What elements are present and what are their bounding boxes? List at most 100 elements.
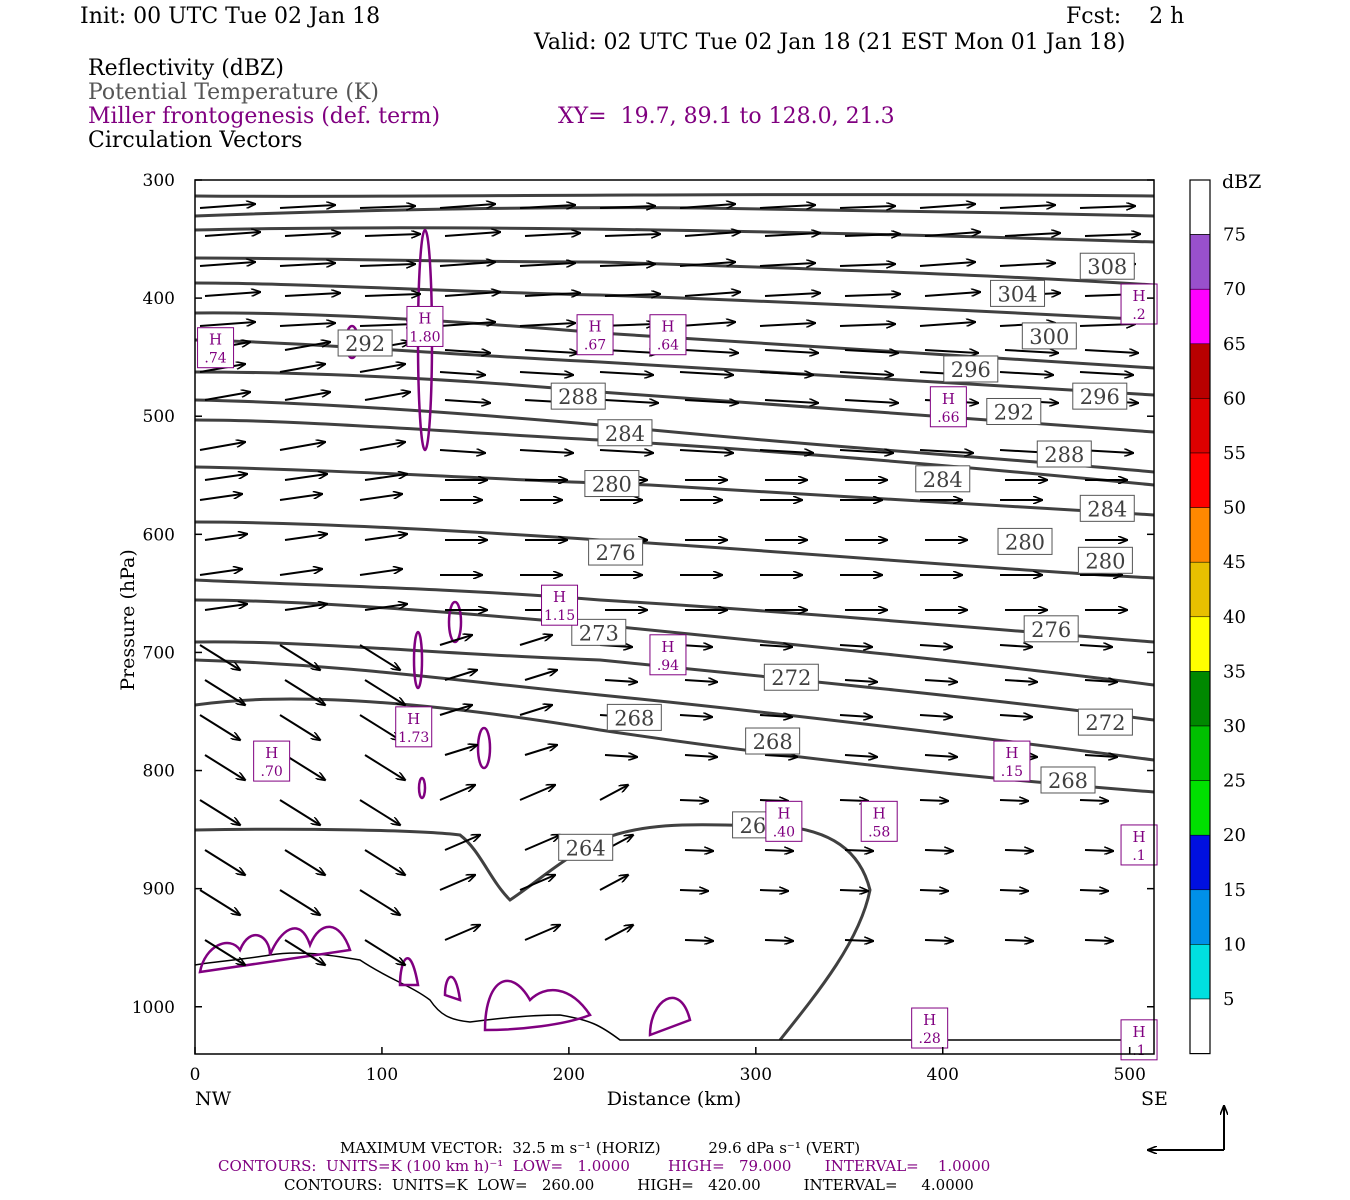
circulation-vector bbox=[684, 755, 717, 757]
fronto-max-value: 1.15 bbox=[544, 608, 575, 624]
field-reflectivity: Reflectivity (dBZ) bbox=[88, 56, 284, 81]
theta-label-box bbox=[571, 618, 627, 646]
theta-label: 276 bbox=[1023, 615, 1079, 643]
circulation-vector bbox=[524, 293, 580, 296]
fronto-max-value: .58 bbox=[868, 824, 890, 840]
circulation-vector bbox=[204, 849, 245, 875]
theta-label-box bbox=[1072, 382, 1128, 410]
circulation-vector bbox=[364, 392, 410, 401]
theta-label-text: 264 bbox=[566, 836, 606, 860]
circulation-vector bbox=[359, 799, 400, 825]
circulation-vector bbox=[364, 939, 405, 965]
circulation-vector bbox=[924, 292, 980, 297]
circulation-vector bbox=[924, 232, 980, 237]
circulation-vector bbox=[444, 400, 490, 403]
theta-contours bbox=[195, 193, 1154, 1041]
field-vectors: Circulation Vectors bbox=[88, 128, 303, 153]
circulation-vector bbox=[1004, 850, 1033, 851]
theta-label-text: 284 bbox=[605, 422, 645, 446]
circulation-vector bbox=[439, 262, 495, 267]
circulation-vector bbox=[279, 569, 322, 576]
x-tick-label: 200 bbox=[553, 1065, 585, 1085]
theta-label: 284 bbox=[1079, 494, 1135, 522]
y-tick-label: 800 bbox=[143, 762, 175, 782]
theta-label-text: 304 bbox=[997, 282, 1037, 306]
circulation-vector bbox=[199, 569, 242, 576]
circulation-vector bbox=[679, 322, 735, 327]
x-tick-label: 500 bbox=[1113, 1065, 1145, 1085]
circulation-vector bbox=[1084, 755, 1117, 757]
circulation-vector bbox=[684, 232, 740, 237]
theta-label-text: 272 bbox=[771, 666, 811, 690]
circulation-vector bbox=[924, 755, 957, 757]
fronto-max-value: .64 bbox=[657, 338, 679, 354]
colorbar-cell bbox=[1189, 889, 1211, 945]
colorbar-label: 20 bbox=[1223, 825, 1246, 846]
circulation-vector bbox=[759, 890, 788, 891]
circulation-vector bbox=[599, 450, 653, 453]
circulation-vector bbox=[919, 450, 973, 453]
circulation-vector bbox=[679, 890, 708, 891]
y-tick-label: 1000 bbox=[132, 998, 175, 1018]
circulation-vector bbox=[364, 604, 407, 611]
fronto-max: H .74 bbox=[197, 327, 235, 369]
theta-label-text: 296 bbox=[1080, 385, 1120, 409]
circulation-vector bbox=[679, 372, 733, 375]
circulation-vector bbox=[439, 875, 475, 891]
circulation-vector bbox=[764, 940, 793, 941]
fronto-max: H .66 bbox=[929, 386, 967, 428]
colorbar-label: 55 bbox=[1223, 443, 1246, 464]
circulation-vector bbox=[524, 670, 557, 681]
fronto-max-box bbox=[911, 1007, 949, 1049]
circulation-vector bbox=[599, 372, 653, 375]
theta-label-box bbox=[558, 833, 614, 861]
fronto-max: H .28 bbox=[911, 1007, 949, 1049]
circulation-vector bbox=[1084, 850, 1113, 851]
colorbar-cell bbox=[1189, 561, 1211, 618]
circulation-vector bbox=[1084, 680, 1117, 682]
fronto-max-box bbox=[860, 800, 898, 842]
circulation-vector bbox=[1079, 800, 1108, 801]
circulation-vector bbox=[519, 263, 575, 266]
circulation-vector bbox=[679, 715, 712, 717]
circulation-vector bbox=[364, 679, 405, 705]
circulation-vector bbox=[359, 264, 415, 266]
circulation-vector bbox=[444, 835, 480, 851]
fronto-max: H .67 bbox=[576, 314, 614, 356]
fronto-max-box bbox=[395, 706, 433, 748]
circulation-vector bbox=[839, 264, 895, 266]
circulation-vector bbox=[844, 940, 873, 941]
circulation-vector bbox=[759, 263, 815, 266]
circulation-vector bbox=[844, 294, 900, 296]
colorbar-cell bbox=[1189, 725, 1211, 781]
circulation-vector bbox=[519, 205, 575, 208]
theta-label: 288 bbox=[550, 382, 606, 410]
fronto-max: H .58 bbox=[860, 800, 898, 842]
colorbar-label: 5 bbox=[1223, 989, 1234, 1010]
fronto-max-value: 1.73 bbox=[398, 730, 429, 746]
circulation-vector bbox=[279, 714, 320, 740]
field-theta: Potential Temperature (K) bbox=[88, 80, 379, 105]
fronto-max: H 1.80 bbox=[406, 305, 444, 347]
theta-label-box bbox=[763, 663, 819, 691]
fronto-max-box bbox=[576, 314, 614, 356]
colorbar-cell-top bbox=[1189, 179, 1211, 236]
fronto-max-value: .28 bbox=[919, 1031, 941, 1047]
circulation-vector bbox=[764, 293, 820, 296]
theta-label-box bbox=[1040, 766, 1096, 794]
fronto-max-box bbox=[1120, 1019, 1158, 1061]
init-time: Init: 00 UTC Tue 02 Jan 18 bbox=[80, 4, 381, 29]
theta-label: 308 bbox=[1079, 252, 1135, 280]
circulation-vector bbox=[604, 294, 660, 296]
theta-label-box bbox=[915, 465, 971, 493]
circulation-vector bbox=[524, 925, 560, 941]
colorbar-label: 75 bbox=[1223, 225, 1246, 246]
fronto-max-h: H bbox=[923, 1011, 936, 1029]
colorbar-cell bbox=[1189, 507, 1211, 563]
theta-label-box bbox=[1077, 546, 1133, 574]
circulation-vector bbox=[359, 494, 402, 501]
circulation-vector bbox=[599, 206, 655, 208]
fronto-max-h: H bbox=[942, 390, 955, 408]
circulation-vector bbox=[1004, 350, 1058, 353]
theta-label-text: 280 bbox=[592, 473, 632, 497]
